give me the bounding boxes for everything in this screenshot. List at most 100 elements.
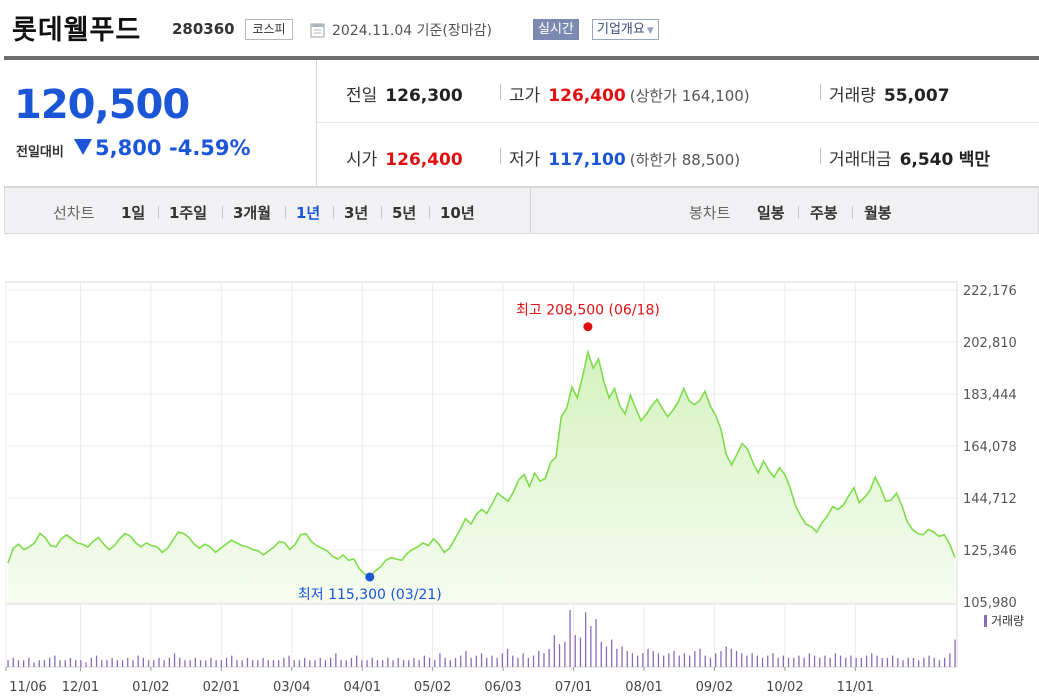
volume-bar — [116, 660, 118, 667]
period-separator — [429, 206, 430, 219]
volume-bar — [402, 660, 405, 667]
period-3y[interactable]: 3년 — [344, 204, 369, 222]
volume-bar — [111, 657, 113, 667]
period-separator — [158, 206, 159, 219]
lower-limit-label: 하한가 — [635, 151, 677, 169]
volume-bar — [569, 610, 571, 667]
volume-bar — [720, 651, 722, 667]
company-overview-button[interactable]: 기업개요 ▼ — [592, 19, 659, 40]
volume-bar — [605, 646, 608, 667]
period-3m[interactable]: 3개월 — [233, 204, 272, 222]
volume-bar — [751, 653, 753, 667]
volume-bar — [371, 657, 373, 667]
high-cell: 고가 126,400 (상한가 164,100) — [509, 86, 750, 106]
volume-bar — [470, 657, 472, 667]
volume-bar — [834, 653, 836, 667]
volume-bar — [767, 655, 769, 667]
volume-bar — [465, 651, 467, 667]
volume-bar — [907, 657, 909, 667]
volume-bar — [683, 653, 686, 667]
volume-bar — [574, 635, 576, 667]
volume-bar — [813, 655, 816, 667]
period-1d[interactable]: 1일 — [121, 204, 146, 222]
low-label: 저가 — [509, 150, 541, 170]
period-5y[interactable]: 5년 — [392, 204, 417, 222]
volume-bar — [340, 660, 342, 667]
period-1w[interactable]: 1주일 — [169, 204, 208, 222]
open-label: 시가 — [346, 150, 378, 170]
high-marker — [583, 322, 593, 332]
x-tick-label: 06/03 — [484, 680, 521, 695]
chart-frame — [5, 281, 958, 668]
volume-bar — [59, 660, 61, 667]
turnover-label: 거래대금 — [829, 150, 892, 170]
realtime-button[interactable]: 실시간 — [533, 19, 579, 40]
volume-bar — [413, 657, 415, 667]
open-value: 126,400 — [385, 150, 463, 170]
volume-bar — [548, 648, 550, 667]
volume-bar — [205, 660, 207, 667]
volume-bar — [637, 655, 639, 667]
price-chart[interactable]: 222,176 202,810 183,444 164,078 144,712 125,3… — [0, 234, 1039, 699]
volume-bar — [756, 655, 758, 667]
low-annotation: 최저 115,300 (03/21) — [298, 587, 442, 603]
volume-bar — [194, 657, 196, 667]
x-tick-label: 10/02 — [766, 680, 803, 695]
volume-bar — [704, 655, 706, 667]
volume-bar — [798, 655, 800, 667]
volume-bar — [95, 655, 98, 667]
volume-bar — [288, 655, 290, 667]
volume-bar — [49, 657, 51, 667]
volume-bar — [678, 655, 680, 667]
volume-bar — [439, 653, 441, 667]
period-10y[interactable]: 10년 — [440, 204, 475, 222]
volume-bar — [225, 657, 228, 667]
volume-legend-label: 거래량 — [991, 614, 1024, 628]
volume-bar — [350, 657, 353, 667]
volume-bar — [944, 657, 946, 667]
volume-bar — [928, 655, 930, 667]
line-chart-label: 선차트 — [53, 204, 95, 222]
x-tick-label: 03/04 — [273, 680, 310, 695]
lower-limit-value: 88,500 — [681, 151, 735, 169]
volume-bar — [163, 660, 165, 667]
y-tick-label: 202,810 — [963, 336, 1017, 351]
volume-bar — [486, 657, 488, 667]
volume-bar — [600, 641, 602, 667]
x-tick-label: 11/06 — [9, 680, 46, 695]
volume-bar — [7, 660, 9, 667]
x-tick-label: 11/01 — [837, 680, 874, 695]
volume-bar — [954, 639, 956, 667]
compare-label: 전일대비 — [16, 145, 64, 160]
current-price-box: 120,500 전일대비 5,800 -4.59% — [4, 60, 317, 187]
candle-weekly[interactable]: 주봉 — [810, 204, 838, 222]
y-tick-label: 222,176 — [963, 284, 1017, 299]
volume-bar — [184, 660, 186, 667]
volume-bar — [444, 657, 446, 667]
volume-bar — [132, 660, 134, 667]
turnover-cell: 거래대금 6,540 백만 — [829, 145, 990, 170]
volume-bar — [189, 660, 191, 667]
candle-chart-label: 봉차트 — [689, 204, 731, 222]
volume-bar — [408, 660, 410, 667]
candle-monthly[interactable]: 월봉 — [864, 204, 892, 222]
period-1y[interactable]: 1년 — [296, 204, 321, 222]
volume-bar — [579, 637, 582, 667]
volume-bar — [480, 653, 483, 667]
volume-bar — [506, 648, 509, 667]
volume-bar — [741, 653, 743, 667]
prev-close-cell: 전일 126,300 — [346, 81, 463, 106]
volume-bar — [75, 660, 77, 667]
candle-daily[interactable]: 일봉 — [757, 204, 785, 222]
period-separator — [798, 206, 799, 219]
basis-date: 2024.11.04 기준(장마감) — [332, 23, 492, 39]
volume-bar — [215, 660, 217, 667]
header-divider — [4, 56, 1039, 60]
volume-bar — [90, 657, 92, 667]
volume-bar — [293, 660, 295, 667]
volume-bar — [652, 651, 654, 667]
volume-bar — [179, 657, 181, 667]
prev-close-label: 전일 — [346, 86, 378, 106]
low-cell: 저가 117,100 (하한가 88,500) — [509, 150, 741, 170]
volume-bar — [324, 660, 327, 667]
